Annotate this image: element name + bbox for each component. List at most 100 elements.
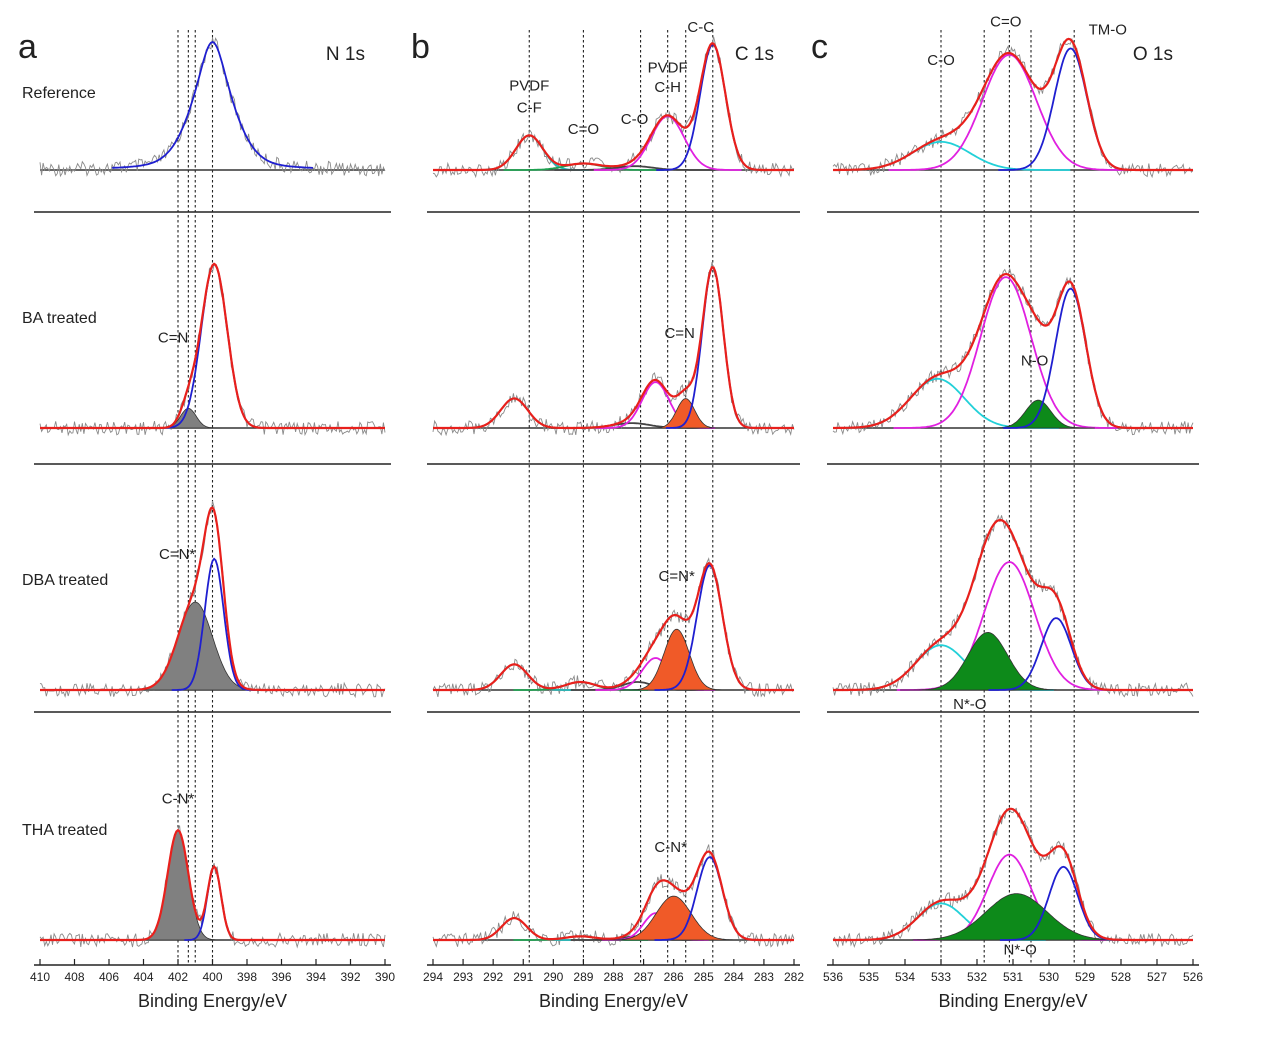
x-tick-label: 406	[99, 970, 119, 984]
x-tick-label: 531	[1003, 970, 1023, 984]
row-label: THA treated	[22, 822, 107, 839]
row-label: BA treated	[22, 310, 97, 327]
envelope-curve	[40, 828, 385, 942]
envelope-curve	[40, 262, 385, 430]
peak-annotation: N-O	[1021, 353, 1049, 370]
x-tick-label: 400	[202, 970, 222, 984]
x-tick-label: 290	[543, 970, 563, 984]
spectrum-row-1: C=N	[432, 262, 795, 437]
x-tick-label: 289	[573, 970, 593, 984]
x-tick-label: 283	[754, 970, 774, 984]
envelope-curve	[40, 506, 385, 692]
row-label: Reference	[22, 85, 96, 102]
peak-annotation: C=N	[158, 330, 188, 347]
fit-component-peak	[888, 53, 1131, 171]
peak-annotation: C=N*	[659, 568, 695, 585]
spectrum-row-0: Reference	[22, 37, 386, 178]
x-tick-label: 285	[694, 970, 714, 984]
spectrum-row-3: N*-O	[832, 807, 1194, 959]
peak-annotation: C-O	[621, 111, 649, 128]
peak-annotation: C-F	[517, 99, 542, 116]
spectrum-row-3: C-N*	[432, 839, 795, 948]
raw-data-curve	[39, 264, 386, 437]
peak-annotation: TM-O	[1089, 21, 1127, 38]
raw-data-curve	[432, 557, 795, 698]
x-tick-label: 284	[724, 970, 744, 984]
fit-component-peak	[880, 893, 1154, 941]
peak-annotation: C=N	[664, 325, 694, 342]
raw-data-curve	[39, 37, 386, 178]
peak-annotation: N*-O	[953, 696, 986, 713]
x-axis-title: Binding Energy/eV	[138, 991, 287, 1011]
x-tick-label: 390	[375, 970, 395, 984]
panel-letter-a: a	[18, 28, 37, 66]
core-level-label: N 1s	[326, 44, 365, 65]
panel-a: a N 1s Reference BA treated C=N DBA treated C=…	[18, 28, 395, 1011]
envelope-curve	[833, 37, 1193, 172]
fit-component-peak	[118, 601, 273, 691]
x-tick-label: 410	[30, 970, 50, 984]
peak-annotation: C-N*	[162, 790, 195, 807]
x-tick-label: 402	[168, 970, 188, 984]
x-tick-label: 396	[271, 970, 291, 984]
fit-component-peak	[595, 895, 752, 941]
x-tick-label: 293	[453, 970, 473, 984]
peak-annotation: C=O	[568, 121, 599, 138]
envelope-curve	[833, 272, 1193, 430]
envelope-curve	[433, 266, 794, 430]
x-tick-label: 398	[237, 970, 257, 984]
envelope-curve	[433, 561, 794, 692]
fit-component-peak	[457, 917, 571, 941]
fit-component-peak	[171, 557, 257, 691]
peak-annotation: C=N*	[159, 546, 195, 563]
x-tick-label: 536	[823, 970, 843, 984]
spectrum-row-1: N-O	[832, 268, 1194, 436]
envelope-curve	[433, 42, 794, 172]
x-tick-label: 291	[513, 970, 533, 984]
row-label: DBA treated	[22, 572, 108, 589]
panel-letter-b: b	[411, 28, 430, 66]
peak-annotation: C=O	[990, 14, 1021, 31]
fit-component-peak	[900, 631, 1077, 691]
x-tick-label: 392	[340, 970, 360, 984]
spectrum-row-3: THA treated C-N*	[22, 790, 386, 949]
x-tick-label: 394	[306, 970, 326, 984]
panel-b: b C 1s PVDF C-F C=O C-O PVDF C-H C-C C=N C=N* C-N* 2…	[411, 19, 804, 1011]
x-tick-label: 533	[931, 970, 951, 984]
x-tick-label: 294	[423, 970, 443, 984]
raw-data-curve	[832, 268, 1194, 436]
core-level-label: O 1s	[1133, 44, 1173, 65]
spectrum-row-2: DBA treated C=N*	[22, 500, 386, 699]
spectrum-row-0: C-O C=O TM-O	[832, 14, 1194, 179]
raw-data-curve	[432, 844, 795, 948]
envelope-curve	[433, 850, 794, 942]
panel-c: c O 1s C-O C=O TM-O N-O N*-O N*-O 536 535 534 533 53…	[811, 14, 1203, 1011]
peak-annotation: N*-O	[1004, 942, 1037, 959]
spectrum-row-1: BA treated C=N	[22, 262, 386, 437]
fit-component-peak	[620, 628, 734, 691]
peak-annotation: C-H	[654, 79, 681, 96]
raw-data-curve	[39, 500, 386, 699]
spectrum-row-0: PVDF C-F C=O C-O PVDF C-H C-C	[432, 19, 795, 179]
envelope-curve	[833, 518, 1193, 692]
x-tick-label: 288	[603, 970, 623, 984]
fit-component-peak	[998, 47, 1143, 171]
x-tick-label: 408	[64, 970, 84, 984]
spectrum-row-2: N*-O	[832, 514, 1194, 713]
x-tick-label: 526	[1183, 970, 1203, 984]
panel-letter-c: c	[811, 28, 828, 66]
fit-component-peak	[554, 165, 716, 171]
spectrum-row-2: C=N*	[432, 557, 795, 698]
core-level-label: C 1s	[735, 44, 774, 65]
x-tick-label: 534	[895, 970, 915, 984]
x-tick-label: 528	[1111, 970, 1131, 984]
peak-annotation: C-O	[927, 52, 955, 69]
peak-annotation: PVDF	[648, 60, 688, 77]
x-axis-title: Binding Energy/eV	[938, 991, 1087, 1011]
x-axis-title: Binding Energy/eV	[539, 991, 688, 1011]
fit-component-peak	[154, 407, 222, 429]
fit-component-peak	[112, 41, 313, 169]
x-tick-label: 404	[133, 970, 153, 984]
x-tick-label: 530	[1039, 970, 1059, 984]
